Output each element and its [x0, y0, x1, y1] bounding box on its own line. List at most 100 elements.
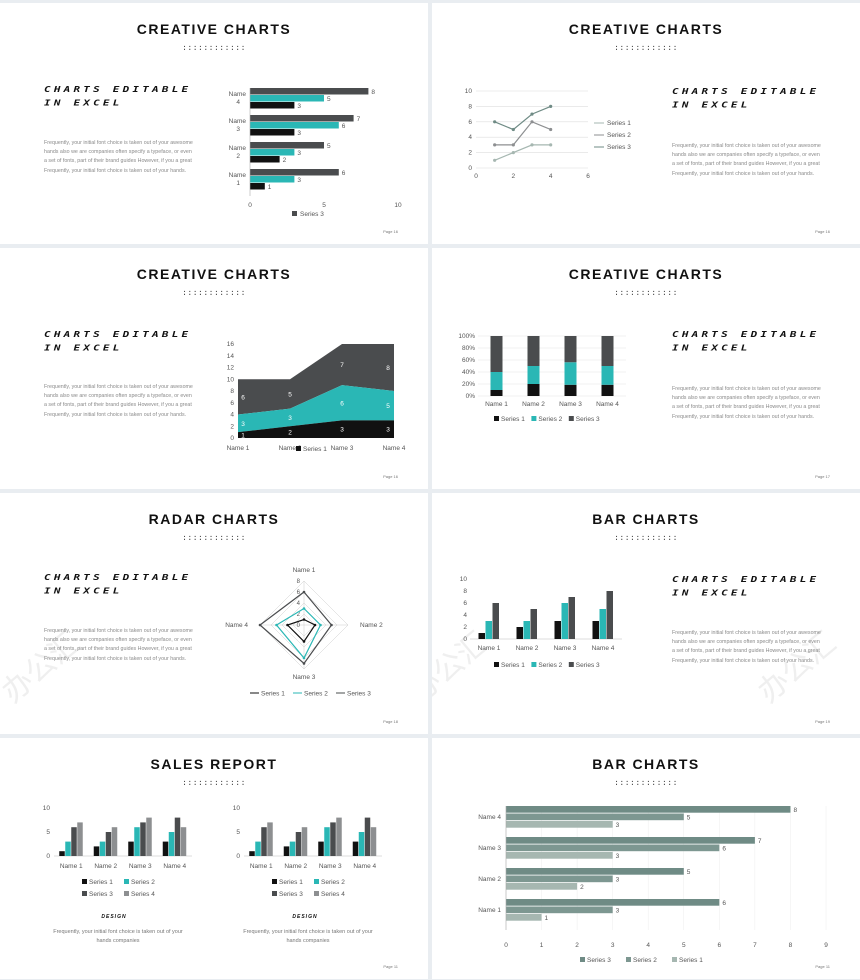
slide-5[interactable]: RADAR CHARTS :::::::::::: CHARTS EDITABL…	[0, 493, 428, 734]
design-logo: DESIGN	[292, 914, 318, 920]
bar	[561, 603, 568, 639]
y-tick-label: 0%	[466, 393, 476, 400]
body-paragraph: Frequently, your initial font choice is …	[672, 386, 821, 420]
bar	[140, 822, 146, 856]
slide-3[interactable]: CREATIVE CHARTS :::::::::::: CHARTS EDIT…	[0, 248, 428, 489]
data-point	[511, 151, 515, 155]
bar	[250, 129, 295, 136]
legend-swatch	[626, 957, 631, 962]
legend-swatch	[272, 879, 277, 884]
data-label: 2	[288, 430, 292, 437]
x-tick-label: Name 1	[485, 401, 508, 408]
y-tick-label: 4	[230, 412, 234, 419]
slide-7[interactable]: SALES REPORT :::::::::::: 0 5 10 Name 1 Name…	[0, 738, 428, 979]
x-tick-label: 0	[504, 942, 508, 949]
x-tick-label: Name 3	[331, 445, 354, 452]
legend-swatch	[531, 416, 537, 421]
page-number: Page 11	[815, 964, 830, 969]
slide-2[interactable]: CREATIVE CHARTS :::::::::::: 0 2 4 6 8 10 0 2 4 6…	[432, 3, 860, 244]
title-dots: ::::::::::::	[614, 778, 678, 787]
x-tick-label: Name 1	[250, 863, 273, 870]
legend-label: Series 4	[321, 891, 345, 898]
bar-segment	[564, 362, 577, 385]
bar	[523, 621, 530, 639]
y-tick-label: 6	[463, 600, 467, 607]
x-tick-label: 6	[586, 173, 590, 180]
category-label: 4	[236, 99, 240, 106]
bar-segment	[527, 384, 540, 396]
bar	[530, 609, 537, 639]
bar-segment	[527, 366, 540, 384]
x-tick-label: Name 2	[516, 645, 539, 652]
bar	[162, 841, 169, 856]
bar	[71, 827, 77, 856]
bar	[77, 822, 83, 856]
bar	[592, 621, 599, 639]
data-label: 3	[616, 877, 620, 884]
bar	[283, 846, 290, 856]
bar	[250, 95, 324, 102]
slide-8[interactable]: BAR CHARTS :::::::::::: 0 1 2 3 4 5 6 7 8 9 6 3 1 Nam…	[432, 738, 860, 979]
y-tick-label: 0	[236, 853, 240, 860]
data-point	[493, 158, 497, 162]
data-label: 1	[268, 184, 272, 191]
slide-4[interactable]: CREATIVE CHARTS :::::::::::: 0% 20% 40% 60%…	[432, 248, 860, 489]
x-tick-label: 7	[753, 942, 757, 949]
data-point	[302, 640, 306, 643]
x-tick-label: Name 3	[319, 863, 342, 870]
r-tick-label: 2	[297, 612, 301, 618]
data-point	[302, 590, 306, 594]
data-point	[530, 143, 534, 147]
series-line	[494, 144, 551, 161]
y-tick-label: 14	[227, 353, 235, 360]
bar-segment	[490, 336, 503, 372]
bar	[318, 841, 324, 856]
x-tick-label: Name 2	[94, 863, 117, 870]
headline-line-1: CHARTS EDITABLE	[44, 573, 192, 583]
slide-title: CREATIVE CHARTS	[568, 266, 724, 282]
slide-1[interactable]: CREATIVE CHARTS :::::::::::: CHARTS EDIT…	[0, 3, 428, 244]
legend-label: Series 2	[538, 416, 562, 423]
bar	[295, 832, 302, 856]
bar	[506, 914, 542, 921]
page-number: Page 16	[815, 229, 830, 234]
legend-label: Series 2	[304, 691, 328, 698]
data-label: 3	[340, 427, 344, 434]
slide-title: SALES REPORT	[150, 756, 278, 772]
r-tick-label: 0	[297, 623, 301, 629]
area-band	[238, 344, 394, 415]
bar-segment	[601, 384, 614, 396]
page-number: Page 17	[815, 474, 830, 479]
bar	[485, 621, 492, 639]
bar	[289, 841, 296, 856]
bar	[250, 169, 339, 176]
y-tick-label: 20%	[462, 381, 475, 388]
x-tick-label: Name 3	[554, 645, 577, 652]
data-label: 3	[241, 421, 245, 428]
area-band	[238, 420, 394, 438]
body-paragraph: Frequently, your initial font choice is …	[44, 140, 193, 174]
bar	[267, 822, 273, 856]
legend-label: Series 1	[89, 879, 113, 886]
data-point	[549, 104, 553, 108]
headline: CHARTS EDITABLE IN EXCEL	[44, 571, 191, 598]
legend-label: Series 2	[633, 957, 657, 964]
legend-label: Series 1	[303, 446, 327, 453]
data-label: 6	[340, 400, 344, 407]
data-label: 3	[288, 415, 292, 422]
legend-swatch	[568, 662, 574, 667]
x-tick-label: Name 3	[129, 863, 152, 870]
y-tick-label: 10	[233, 805, 241, 812]
headline-line-1: CHARTS EDITABLE	[44, 85, 192, 95]
slide-title: RADAR CHARTS	[148, 511, 280, 527]
legend-label: Series 1	[607, 120, 631, 127]
data-point	[511, 143, 515, 147]
slide-6[interactable]: BAR CHARTS :::::::::::: 0 2 4 6 8 10 Name 1 Nam…	[432, 493, 860, 734]
legend-label: Series 1	[501, 662, 525, 669]
legend-label: Series 3	[279, 891, 303, 898]
legend-label: Series 1	[501, 416, 525, 423]
x-tick-label: 5	[322, 202, 326, 209]
bar	[250, 183, 265, 190]
